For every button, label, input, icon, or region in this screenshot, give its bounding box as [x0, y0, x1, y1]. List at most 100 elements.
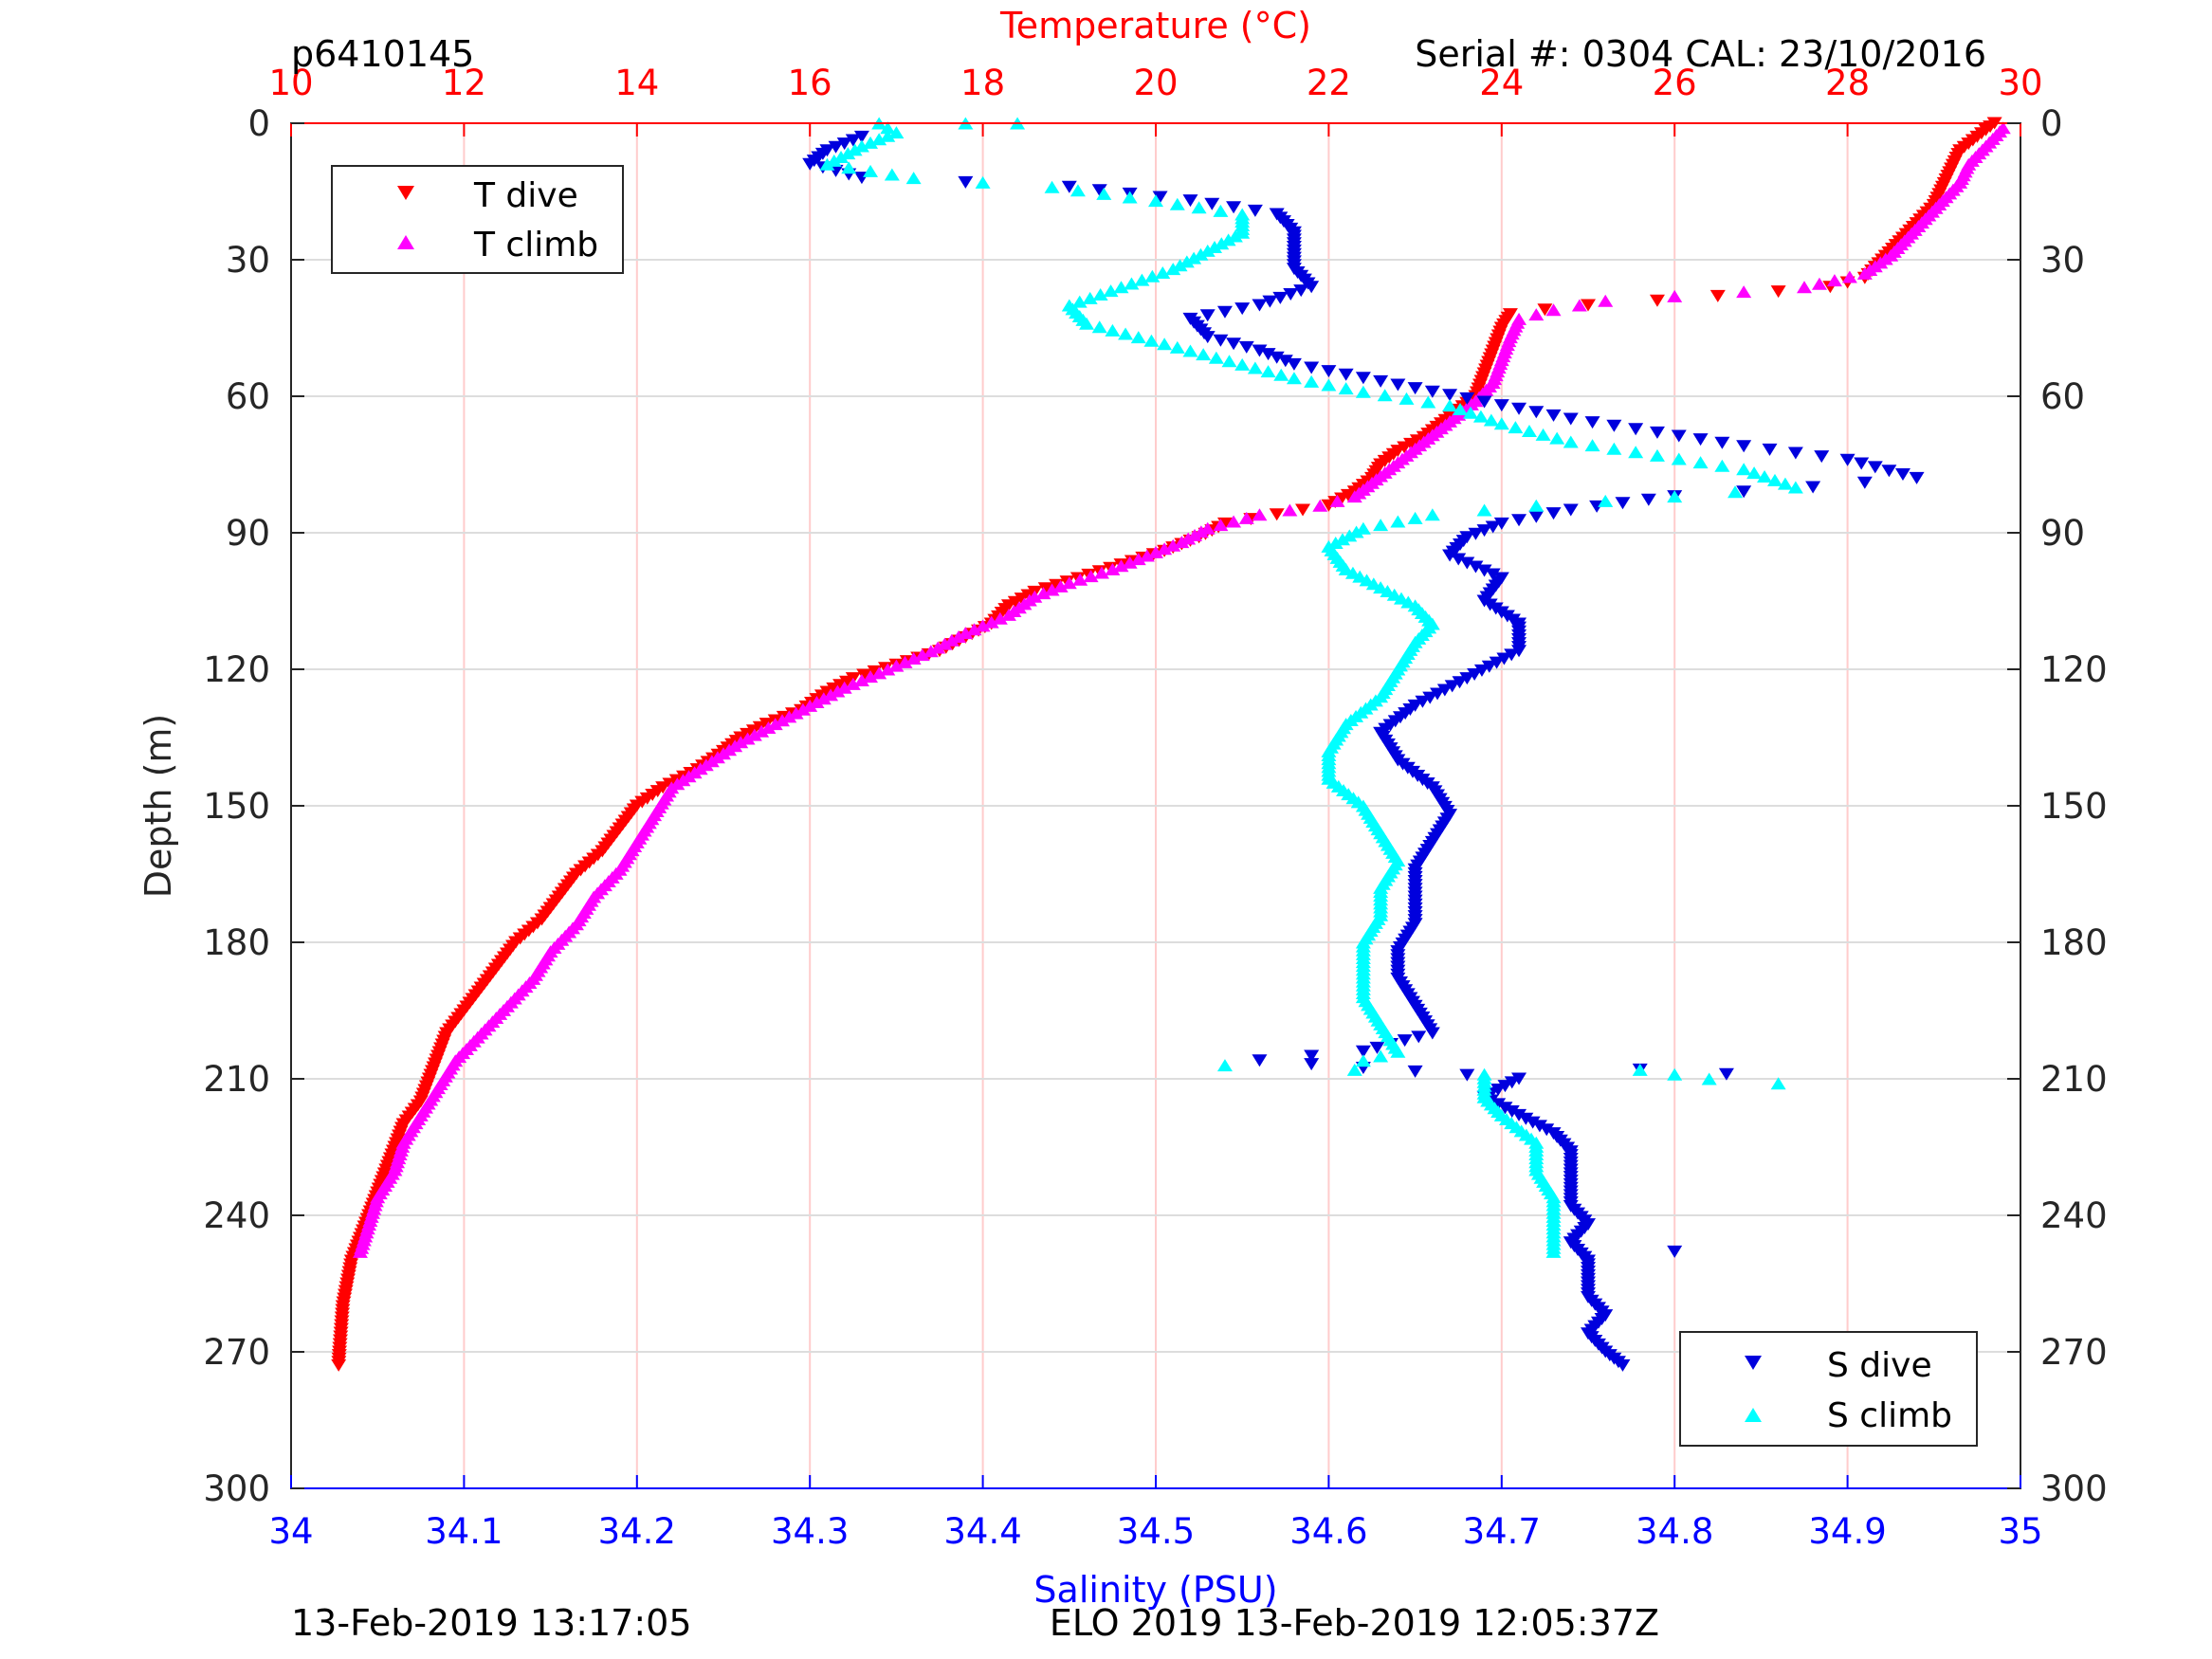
- data-point: [1424, 1027, 1440, 1040]
- data-point: [1467, 667, 1483, 681]
- data-point: [871, 133, 887, 146]
- legend-salinity-box: [1679, 1331, 1978, 1447]
- data-point: [1122, 191, 1138, 204]
- data-point: [1667, 289, 1683, 302]
- data-point: [1007, 595, 1023, 609]
- data-point: [819, 157, 835, 171]
- data-point: [1204, 197, 1220, 210]
- data-point: [884, 168, 900, 181]
- depth-tick-label-left: 120: [203, 649, 270, 690]
- depth-tick-label-left: 0: [247, 103, 270, 144]
- data-point: [1091, 320, 1107, 334]
- data-point: [1174, 536, 1190, 549]
- data-point: [1709, 289, 1726, 302]
- data-point: [1563, 412, 1579, 426]
- data-point: [992, 611, 1008, 625]
- data-point: [1606, 442, 1622, 455]
- data-point: [1667, 490, 1683, 503]
- data-point: [1238, 511, 1254, 524]
- salinity-axis-title: Salinity (PSU): [1033, 1569, 1277, 1611]
- data-point: [1545, 409, 1562, 422]
- data-point: [1247, 204, 1263, 217]
- temperature-tick-label: 24: [1479, 63, 1524, 103]
- data-point: [1000, 608, 1016, 621]
- data-point: [1272, 291, 1289, 304]
- data-point: [1052, 579, 1069, 592]
- data-point: [1321, 378, 1337, 392]
- data-point: [1728, 485, 1744, 499]
- data-point: [1598, 294, 1614, 307]
- data-point: [1856, 476, 1873, 489]
- data-point: [1148, 545, 1163, 558]
- data-point: [1511, 1072, 1527, 1085]
- temperature-tick-labels: 10 12 14 16 18 20 22 24 26 28 30: [268, 63, 2042, 103]
- data-point: [1199, 331, 1216, 344]
- temperature-tick-label: 14: [614, 63, 659, 103]
- depth-tick-label-left: 300: [203, 1468, 270, 1509]
- data-point: [863, 136, 879, 149]
- axis-ticks: [290, 122, 2021, 1489]
- data-point: [1139, 549, 1155, 562]
- data-point: [863, 164, 879, 177]
- data-point: [1476, 564, 1492, 577]
- depth-tick-label-right: 210: [2040, 1059, 2108, 1100]
- data-point: [880, 129, 896, 142]
- data-point: [1103, 284, 1119, 298]
- data-point: [1105, 323, 1121, 337]
- data-point: [1293, 284, 1309, 298]
- data-point: [1118, 327, 1134, 340]
- depth-tick-label-right: 30: [2040, 240, 2085, 281]
- data-point: [1157, 542, 1173, 556]
- data-point: [880, 121, 896, 135]
- data-point: [1035, 587, 1051, 600]
- data-point: [1020, 589, 1036, 602]
- data-series: [331, 117, 2011, 1372]
- footer-mission: ELO 2019 13-Feb-2019 12:05:37Z: [1050, 1602, 1659, 1644]
- data-point: [1390, 378, 1406, 392]
- data-point: [1671, 452, 1687, 465]
- data-point: [352, 1245, 368, 1258]
- data-point: [838, 675, 854, 688]
- series-s-dive: [802, 130, 1925, 1372]
- data-point: [1234, 302, 1251, 316]
- temperature-tick-label: 20: [1133, 63, 1178, 103]
- data-point: [1598, 494, 1614, 507]
- data-point: [1069, 184, 1086, 197]
- data-point: [1397, 441, 1413, 454]
- legend-s-climb-label: S climb: [1827, 1396, 1952, 1435]
- data-point: [802, 157, 818, 171]
- footer-datetime: 13-Feb-2019 13:17:05: [291, 1602, 692, 1644]
- data-point: [1504, 648, 1520, 662]
- depth-tick-label-left: 90: [226, 513, 270, 554]
- data-point: [905, 172, 922, 185]
- data-point: [1082, 291, 1098, 304]
- data-point: [1355, 372, 1371, 385]
- data-point: [1452, 676, 1468, 689]
- data-point: [1436, 684, 1453, 697]
- data-point: [923, 645, 939, 658]
- data-point: [1091, 184, 1107, 197]
- data-point: [1390, 515, 1406, 528]
- data-point: [1718, 1067, 1734, 1081]
- data-point: [853, 674, 869, 687]
- data-point: [1459, 1068, 1475, 1082]
- legend-t-dive-label: T dive: [473, 176, 578, 215]
- data-point: [1182, 194, 1198, 208]
- data-point: [1762, 443, 1778, 456]
- data-point: [1329, 494, 1345, 507]
- data-point: [1044, 583, 1060, 596]
- data-point: [1757, 469, 1773, 483]
- data-point: [1208, 351, 1224, 364]
- data-point: [832, 679, 849, 692]
- depth-tick-label-left: 60: [226, 376, 270, 417]
- data-point: [1373, 1049, 1389, 1063]
- data-point: [1152, 191, 1168, 204]
- data-point: [1485, 568, 1501, 581]
- legend-temperature-box: [331, 165, 624, 274]
- legend-s-dive-label: S dive: [1827, 1346, 1932, 1385]
- data-point: [856, 668, 872, 682]
- data-point: [1839, 453, 1856, 466]
- data-point: [1528, 510, 1545, 523]
- data-point: [1213, 204, 1229, 217]
- depth-tick-label-right: 60: [2040, 376, 2085, 417]
